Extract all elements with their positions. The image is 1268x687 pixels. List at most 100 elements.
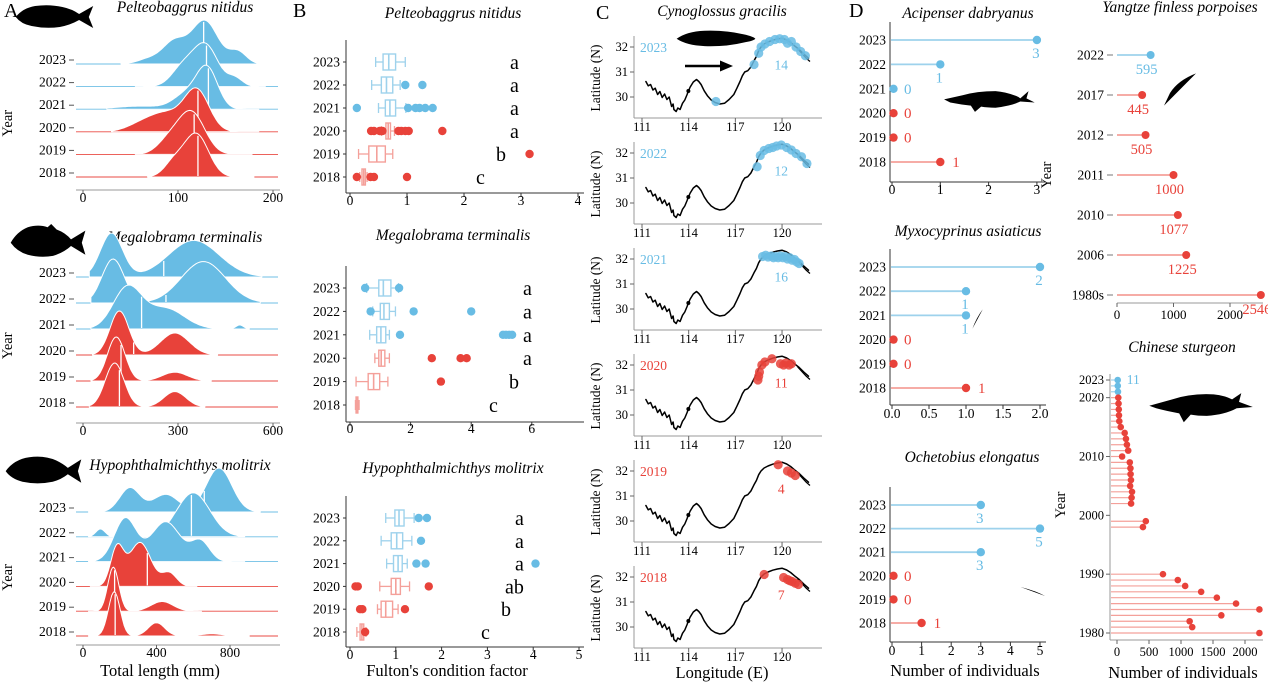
year-label: 2021 (859, 81, 886, 96)
chart-canvas: Chinese sturgeon Year 2023 2020 2010 2000 1990… (1053, 339, 1263, 659)
y-tick-label: 2020 (1079, 391, 1104, 405)
box (379, 302, 391, 321)
outlier-dot (418, 80, 427, 90)
significance-letter: a (510, 52, 519, 74)
lollipop-point-2003 (1111, 494, 1135, 501)
chart-canvas: Pelteobaggrus nitidus Year 0 100 200 2023 2022… (0, 0, 283, 205)
year-label: 2021 (313, 556, 340, 571)
lollipop-row-2020: 2020 0 (859, 332, 912, 349)
year-label: 2023 (313, 281, 340, 296)
lollipop-point-1980 (1111, 629, 1263, 637)
y-axis-label: Year (1053, 491, 1069, 518)
lollipop-dot (976, 548, 985, 557)
x-tick-label: 120 (773, 650, 792, 664)
lollipop-dot (1159, 570, 1167, 578)
y-axis-label: Year (0, 110, 16, 137)
map-2021: Latitude (N) 32 31 30 111 114 117 120 2021 16 (588, 248, 822, 346)
y-axis-label: Latitude (N) (588, 150, 603, 217)
year-label: 2021 (39, 317, 66, 332)
significance-letter: a (523, 278, 532, 300)
year-label: 2021 (859, 308, 886, 323)
year-label: 2020 (313, 124, 340, 139)
outlier-dot (436, 377, 446, 386)
value-label: 505 (1131, 142, 1153, 158)
year-label: 2020 (39, 343, 66, 358)
lollipop-row-2019: 2019 0 (859, 356, 912, 373)
lollipop-dot (1115, 412, 1123, 419)
lollipop-point-2014 (1111, 429, 1128, 437)
significance-letter: c (481, 622, 490, 644)
density-curve (106, 64, 260, 110)
x-tick-label: 111 (633, 120, 651, 134)
lollipop-dot (1256, 606, 1263, 613)
ridge-row-2018: 2018 (39, 362, 278, 410)
lollipop-dot (1114, 394, 1122, 401)
x-tick-label: 5 (1037, 643, 1044, 658)
year-label: 2019 (859, 130, 886, 145)
finless-porpoise-icon (1164, 73, 1196, 106)
ridge-row-2021: 2021 (39, 64, 278, 112)
y-tick-label: 30 (616, 302, 629, 316)
x-tick-label: 3 (518, 193, 525, 208)
year-label: 2020 (313, 351, 340, 366)
x-tick-label: 2 (438, 647, 445, 662)
x-tick-label: 117 (726, 332, 744, 346)
year-label: 2020 (313, 579, 340, 594)
lollipop-dot (1127, 464, 1134, 472)
x-tick-label: 114 (680, 544, 699, 558)
lollipop-dot (1188, 623, 1196, 631)
x-tick-label: 3 (484, 647, 491, 662)
value-label: 445 (1127, 102, 1149, 118)
yangtze-river-line (645, 143, 810, 219)
lollipop-dot (1115, 400, 1122, 407)
lollipop-dot (1256, 291, 1265, 299)
estuary-branch-line (797, 472, 811, 486)
lollipop-dot (1256, 629, 1263, 637)
lollipop-point-2008 (1111, 464, 1134, 472)
x-tick-label: 1 (404, 193, 411, 208)
x-tick-label: 2 (407, 421, 414, 436)
lollipop-row-2018: 2018 1 (859, 381, 986, 398)
x-tick-label: 114 (680, 120, 699, 134)
outlier-dot (456, 354, 465, 363)
occurrence-dot (794, 258, 804, 269)
box-row-2022: 2022 a (313, 301, 532, 323)
value-label: 0 (904, 569, 912, 585)
outlier-dot (424, 582, 433, 591)
lollipop-row-2022: 2022 5 (859, 521, 1045, 551)
lollipop-chart-myxocyprinus: Myxocyprinus asiaticus 0.0 0.5 1.0 1.5 2.0 202… (850, 222, 1060, 440)
x-tick-label: 4 (530, 647, 537, 662)
outlier-dot (353, 582, 362, 591)
axis-label-total-length: Total length (mm) (100, 661, 220, 680)
panel-label-b: B (293, 0, 307, 22)
lollipop-dot (889, 335, 898, 344)
occurrence-count: 7 (778, 588, 785, 603)
lollipop-point-2015 (1111, 423, 1125, 431)
year-label: 2019 (859, 592, 886, 607)
x-tick-label: 0 (80, 645, 87, 660)
ridge-row-2021: 2021 (39, 284, 278, 332)
x-tick-label: 117 (726, 226, 744, 240)
year-label: 2020 (39, 574, 66, 589)
chinese-sucker-icon (972, 309, 983, 329)
lollipop-dot (1232, 600, 1240, 607)
chart-title: Chinese sturgeon (1128, 339, 1236, 356)
occurrence-dot (796, 152, 807, 162)
x-tick-label: 2.0 (1032, 406, 1049, 421)
lollipop-point-1999 (1111, 517, 1150, 525)
occurrence-dot (754, 367, 765, 377)
occurrence-dot (790, 470, 800, 481)
x-tick-label: 120 (773, 120, 792, 134)
year-label: 2021 (39, 97, 66, 112)
chart-title: Hypophthalmichthys molitrix (361, 460, 543, 477)
year-label: 2010 (1077, 208, 1104, 223)
x-tick-label: 117 (726, 120, 744, 134)
lollipop-dot (1124, 447, 1132, 454)
outlier-dot (352, 172, 362, 182)
occurrence-dot (800, 51, 810, 61)
lollipop-dot (1126, 482, 1134, 490)
x-tick-label: 0 (347, 193, 354, 208)
year-label: 2019 (859, 356, 886, 371)
